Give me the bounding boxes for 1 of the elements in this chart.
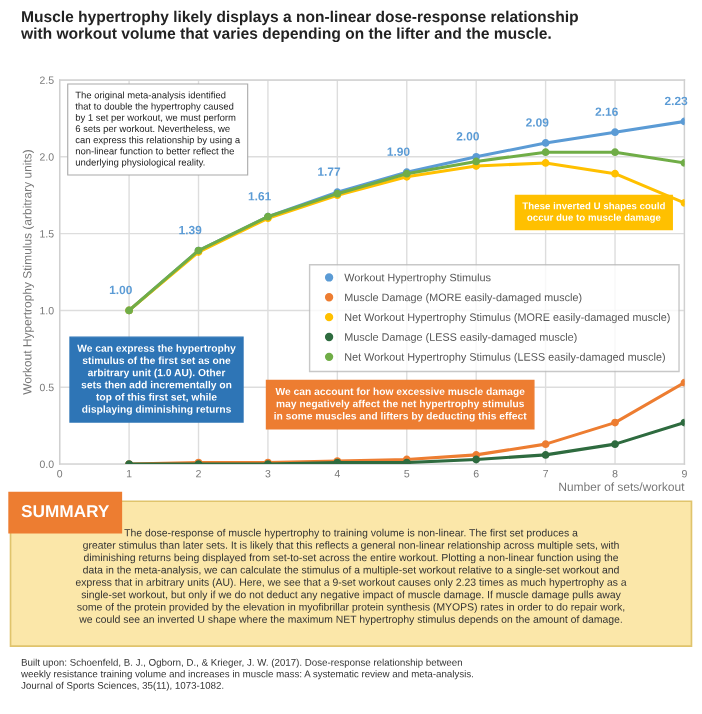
text: SUMMARY bbox=[21, 505, 110, 518]
